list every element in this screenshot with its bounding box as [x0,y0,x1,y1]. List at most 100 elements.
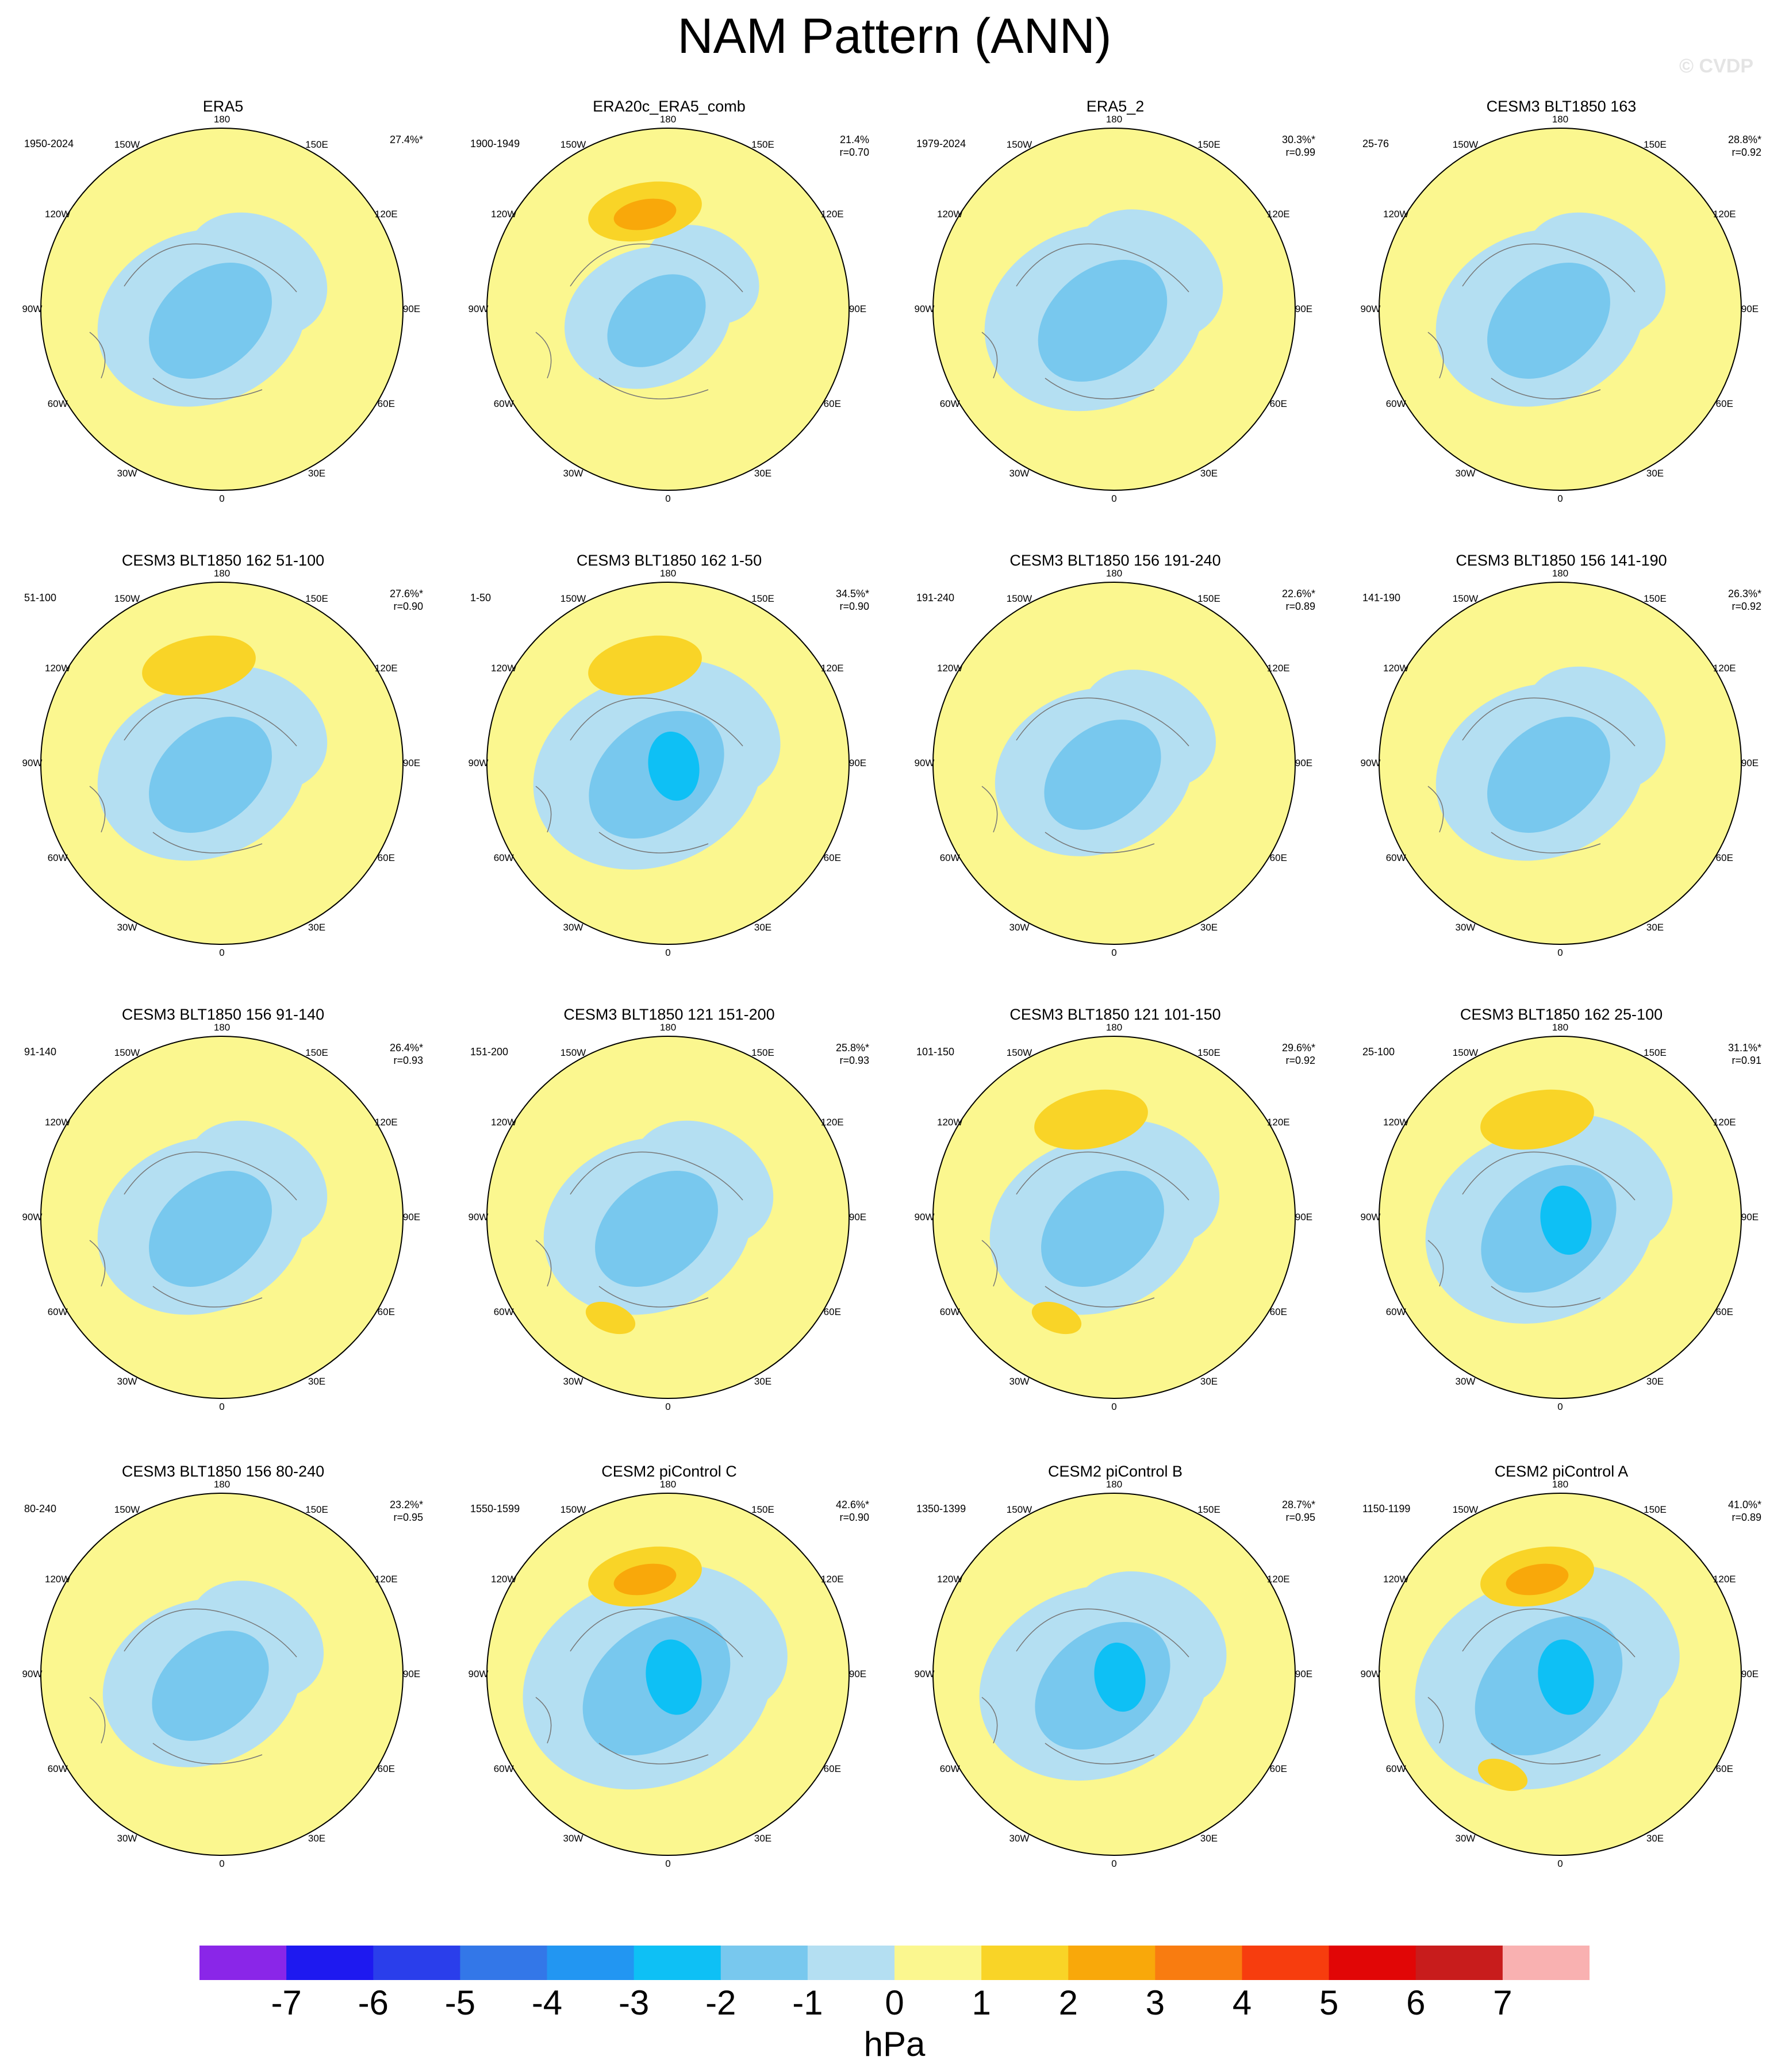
colorbar-tick-label: 2 [1058,1983,1078,2022]
panel-title: CESM2 piControl B [1047,1463,1183,1480]
colorbar-segment [1155,1946,1242,1980]
colorbar-segment [1068,1946,1155,1980]
map-panel: ERA5_2 1979-2024 30.3%* r=0.99 180 150E 120E 90… [892,98,1338,552]
longitude-label: 150W [114,1047,140,1059]
variance-explained: 26.3%* [1727,588,1761,599]
polar-map [40,1036,404,1399]
longitude-label: 0 [665,1401,671,1412]
map-panel: CESM3 BLT1850 156 191-240 191-240 22.6%* r=… [892,552,1338,1006]
colorbar-tick-label: 6 [1406,1983,1426,2022]
longitude-label: 90W [914,1669,935,1679]
colorbar-tick-label: -7 [271,1983,302,2022]
variance-explained: 23.2%* [389,1499,423,1510]
longitude-label: 120W [1383,663,1409,674]
longitude-label: 90W [22,1669,43,1679]
longitude-label: 90W [468,758,489,768]
panel-stats: 26.3%* r=0.92 [1728,587,1761,613]
colorbar-tick-label: 0 [885,1983,904,2022]
longitude-label: 30E [1200,467,1218,479]
map-panel: CESM3 BLT1850 121 151-200 151-200 25.8%* r=… [446,1006,892,1460]
longitude-label: 180 [1552,114,1569,125]
longitude-label: 60E [377,852,395,863]
panel-stats: 30.3%* r=0.99 [1282,133,1315,159]
longitude-label: 60E [1715,1763,1733,1774]
longitude-label: 120E [820,1117,844,1128]
longitude-label: 180 [1552,1479,1569,1490]
colorbar-tick-label: -3 [618,1983,650,2022]
longitude-label: 60E [1269,852,1287,863]
longitude-label: 60W [1385,852,1406,863]
longitude-label: 150E [751,1504,774,1516]
colorbar-segment [1502,1946,1590,1980]
pattern-correlation: r=0.99 [1285,147,1315,158]
longitude-label: 60W [47,1763,68,1774]
longitude-label: 60W [493,1763,514,1774]
panel-period: 191-240 [916,592,955,603]
pattern-correlation: r=0.90 [393,601,423,612]
longitude-label: 120W [44,1117,71,1128]
colorbar-tick-label: 3 [1145,1983,1165,2022]
longitude-label: 150E [1197,139,1220,151]
longitude-label: 150E [305,1504,328,1516]
polar-map [932,1036,1296,1399]
longitude-label: 180 [1105,1022,1123,1033]
panel-title: CESM3 BLT1850 163 [1486,98,1637,115]
longitude-label: 60W [1385,1763,1406,1774]
longitude-label: 150W [114,1504,140,1516]
longitude-label: 150W [114,593,140,605]
longitude-label: 30E [1646,1375,1664,1387]
longitude-label: 30E [308,1375,326,1387]
longitude-label: 120W [490,1574,517,1585]
longitude-label: 120E [1713,1574,1736,1585]
longitude-label: 120E [1713,209,1736,220]
panel-period: 1550-1599 [470,1503,520,1514]
longitude-label: 120E [1266,1117,1290,1128]
longitude-label: 0 [665,493,671,504]
longitude-label: 30E [1200,1375,1218,1387]
longitude-label: 150W [1452,1047,1479,1059]
panel-period: 1350-1399 [916,1503,966,1514]
longitude-label: 150E [1644,139,1667,151]
variance-explained: 30.3%* [1281,134,1315,145]
longitude-label: 0 [1111,493,1117,504]
longitude-label: 90W [1360,1212,1381,1223]
longitude-label: 120E [820,663,844,674]
longitude-label: 150E [305,1047,328,1059]
longitude-label: 120W [936,209,963,220]
longitude-label: 0 [665,947,671,958]
longitude-label: 30W [563,1832,583,1844]
longitude-label: 60E [823,1763,841,1774]
longitude-label: 120W [936,1117,963,1128]
polar-map [1379,582,1742,945]
panel-period: 91-140 [24,1046,57,1058]
longitude-label: 0 [1557,1858,1563,1869]
longitude-label: 30W [1455,467,1476,479]
longitude-label: 120E [374,1117,398,1128]
map-panel: CESM3 BLT1850 156 141-190 141-190 26.3%* r=… [1338,552,1784,1006]
longitude-label: 150W [1452,1504,1479,1516]
longitude-label: 30E [754,1832,772,1844]
panel-stats: 25.8%* r=0.93 [836,1041,869,1067]
pattern-correlation: r=0.95 [1285,1512,1315,1523]
longitude-label: 120E [374,1574,398,1585]
longitude-label: 90E [402,1669,421,1679]
panel-stats: 42.6%* r=0.90 [836,1498,869,1524]
longitude-label: 150E [1644,1047,1667,1059]
longitude-label: 150W [560,1504,586,1516]
longitude-label: 120W [44,209,71,220]
longitude-label: 120W [1383,209,1409,220]
longitude-label: 30E [1646,1832,1664,1844]
variance-explained: 34.5%* [835,588,869,599]
pattern-correlation: r=0.93 [839,1055,869,1066]
longitude-label: 0 [1557,493,1563,504]
longitude-label: 150E [1197,1047,1220,1059]
colorbar-segment [894,1946,982,1980]
colorbar-tick-label: -4 [531,1983,563,2022]
variance-explained: 22.6%* [1281,588,1315,599]
colorbar-segment [807,1946,895,1980]
longitude-label: 30W [563,921,583,933]
longitude-label: 90W [914,1212,935,1223]
longitude-label: 30W [1455,921,1476,933]
longitude-label: 0 [219,493,225,504]
longitude-label: 180 [1552,1022,1569,1033]
